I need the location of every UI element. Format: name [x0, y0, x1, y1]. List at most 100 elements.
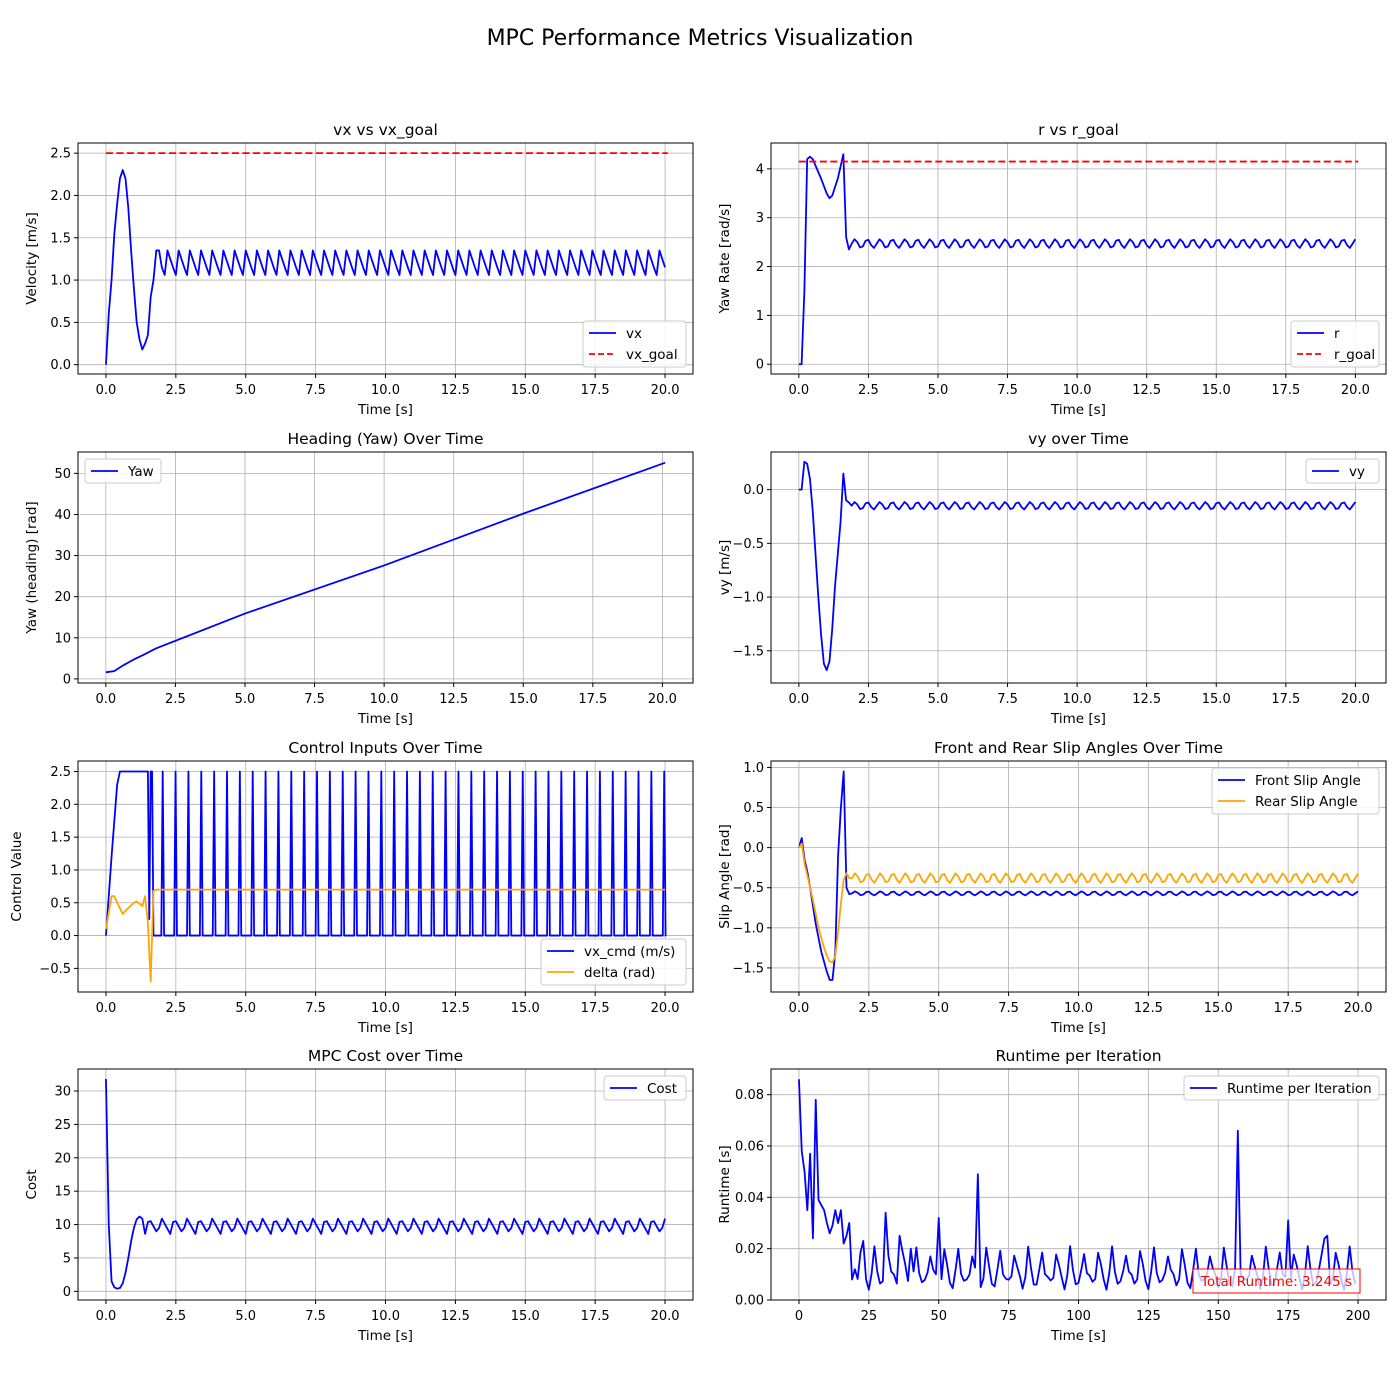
x-axis-label: Time [s] [357, 1020, 413, 1036]
x-axis-label: Time [s] [1050, 402, 1106, 418]
y-tick-label: 30 [54, 549, 71, 564]
legend-entry: r_goal [1334, 347, 1375, 363]
y-tick-label: 0.5 [50, 316, 71, 331]
x-tick-label: 7.5 [305, 1001, 326, 1016]
x-tick-label: 200 [1346, 1309, 1371, 1324]
x-tick-label: 2.5 [858, 1001, 879, 1016]
x-tick-label: 20.0 [651, 383, 680, 398]
x-tick-label: 0.0 [96, 1309, 117, 1324]
x-tick-label: 2.5 [165, 692, 186, 707]
x-tick-label: 10.0 [1064, 1001, 1093, 1016]
y-tick-label: 0.04 [735, 1191, 764, 1206]
x-tick-label: 15.0 [509, 692, 538, 707]
x-axis-label: Time [s] [357, 402, 413, 418]
x-tick-label: 7.5 [998, 1001, 1019, 1016]
y-tick-label: 40 [54, 508, 71, 523]
legend-entry: r [1334, 326, 1340, 342]
x-tick-label: 12.5 [441, 1309, 470, 1324]
axes-frame [77, 451, 694, 684]
legend-entry: vx_cmd (m/s) [584, 944, 675, 960]
legend-entry: vx [626, 326, 642, 342]
y-tick-label: 0.08 [735, 1088, 764, 1103]
x-tick-label: 15.0 [511, 383, 540, 398]
x-tick-label: 7.5 [997, 692, 1018, 707]
x-tick-label: 12.5 [441, 1001, 470, 1016]
y-tick-label: 2.0 [50, 798, 71, 813]
x-tick-label: 12.5 [1132, 692, 1161, 707]
y-tick-label: 1.0 [743, 761, 764, 776]
y-tick-label: 10 [54, 1218, 71, 1233]
x-axis-label: Time [s] [1050, 711, 1106, 727]
subplot-title: Control Inputs Over Time [288, 739, 482, 757]
y-tick-label: 0.5 [50, 896, 71, 911]
x-tick-label: 100 [1066, 1309, 1091, 1324]
legend-entry: vx_goal [626, 347, 678, 363]
x-tick-label: 5.0 [928, 692, 949, 707]
annotation-box [1192, 1268, 1361, 1294]
x-tick-label: 15.0 [511, 1309, 540, 1324]
x-axis-label: Time [s] [357, 1328, 413, 1344]
subplot-title: vx vs vx_goal [333, 121, 438, 140]
legend-entry: Rear Slip Angle [1255, 794, 1358, 810]
x-tick-label: 2.5 [165, 1001, 186, 1016]
x-tick-label: 12.5 [1134, 1001, 1163, 1016]
y-tick-label: 20 [54, 1151, 71, 1166]
legend-entry: delta (rad) [584, 965, 655, 981]
subplot-5: 0.0 2.5 5.0 7.5 10.0 12.5 15.0 17.5 20.0 −0.5 0.0 0… [9, 739, 694, 1036]
x-tick-label: 0.0 [96, 383, 117, 398]
y-tick-label: 25 [54, 1118, 71, 1133]
x-tick-label: 17.5 [581, 383, 610, 398]
x-tick-label: 10.0 [371, 383, 400, 398]
y-axis-label: Slip Angle [rad] [717, 824, 733, 929]
y-tick-label: 2.5 [50, 147, 71, 162]
series-line-vx-cmd-m-s- [105, 770, 667, 937]
y-tick-label: −1.0 [732, 591, 764, 606]
y-tick-label: 2.0 [50, 189, 71, 204]
x-tick-label: 2.5 [165, 383, 186, 398]
y-tick-label: −0.5 [39, 962, 71, 977]
x-tick-label: 2.5 [858, 383, 879, 398]
x-tick-label: 5.0 [235, 1001, 256, 1016]
legend-box [84, 458, 162, 484]
x-tick-label: 17.5 [578, 692, 607, 707]
x-tick-label: 5.0 [928, 383, 949, 398]
x-tick-label: 150 [1206, 1309, 1231, 1324]
x-tick-label: 12.5 [441, 383, 470, 398]
y-axis-label: vy [m/s] [717, 540, 733, 596]
legend-box [1305, 458, 1380, 484]
y-tick-label: 0.0 [50, 358, 71, 373]
subplot-8: 0 25 50 75 100 125 150 175 200 0.00 0.02 0.04 0.06 0.… [717, 1047, 1387, 1344]
legend-entry: Cost [647, 1081, 677, 1097]
y-tick-label: 1.0 [50, 274, 71, 289]
legend: vy [1305, 458, 1380, 484]
y-tick-label: 0.02 [735, 1242, 764, 1257]
legend: Yaw [84, 458, 162, 484]
x-tick-label: 7.5 [305, 1309, 326, 1324]
y-tick-label: 1 [756, 309, 764, 324]
legend-entry: Runtime per Iteration [1227, 1081, 1372, 1097]
y-tick-label: −1.5 [732, 961, 764, 976]
x-tick-label: 15.0 [1202, 383, 1231, 398]
y-axis-label: Control Value [9, 831, 25, 921]
x-tick-label: 5.0 [235, 383, 256, 398]
x-tick-label: 10.0 [370, 692, 399, 707]
subplot-3: 0.0 2.5 5.0 7.5 10.0 12.5 15.0 17.5 20.0 0 10 20 30 4… [24, 430, 694, 727]
series-line-front-slip-angle [798, 770, 1359, 981]
x-tick-label: 12.5 [439, 692, 468, 707]
x-tick-label: 7.5 [305, 383, 326, 398]
series-line-r [798, 153, 1357, 366]
x-tick-label: 0.0 [789, 1001, 810, 1016]
subplot-1: 0.0 2.5 5.0 7.5 10.0 12.5 15.0 17.5 20.0 0.0 0.5 1.… [24, 121, 694, 418]
y-tick-label: −1.0 [732, 921, 764, 936]
x-tick-label: 0.0 [788, 383, 809, 398]
legend-box [540, 938, 687, 986]
x-tick-label: 10.0 [371, 1309, 400, 1324]
x-tick-label: 20.0 [1341, 692, 1370, 707]
y-axis-label: Yaw Rate [rad/s] [717, 204, 733, 315]
y-axis-label: Velocity [m/s] [24, 212, 40, 305]
y-tick-label: 20 [54, 590, 71, 605]
x-tick-label: 17.5 [581, 1309, 610, 1324]
x-axis-label: Time [s] [1050, 1328, 1106, 1344]
y-tick-label: 5 [63, 1251, 71, 1266]
